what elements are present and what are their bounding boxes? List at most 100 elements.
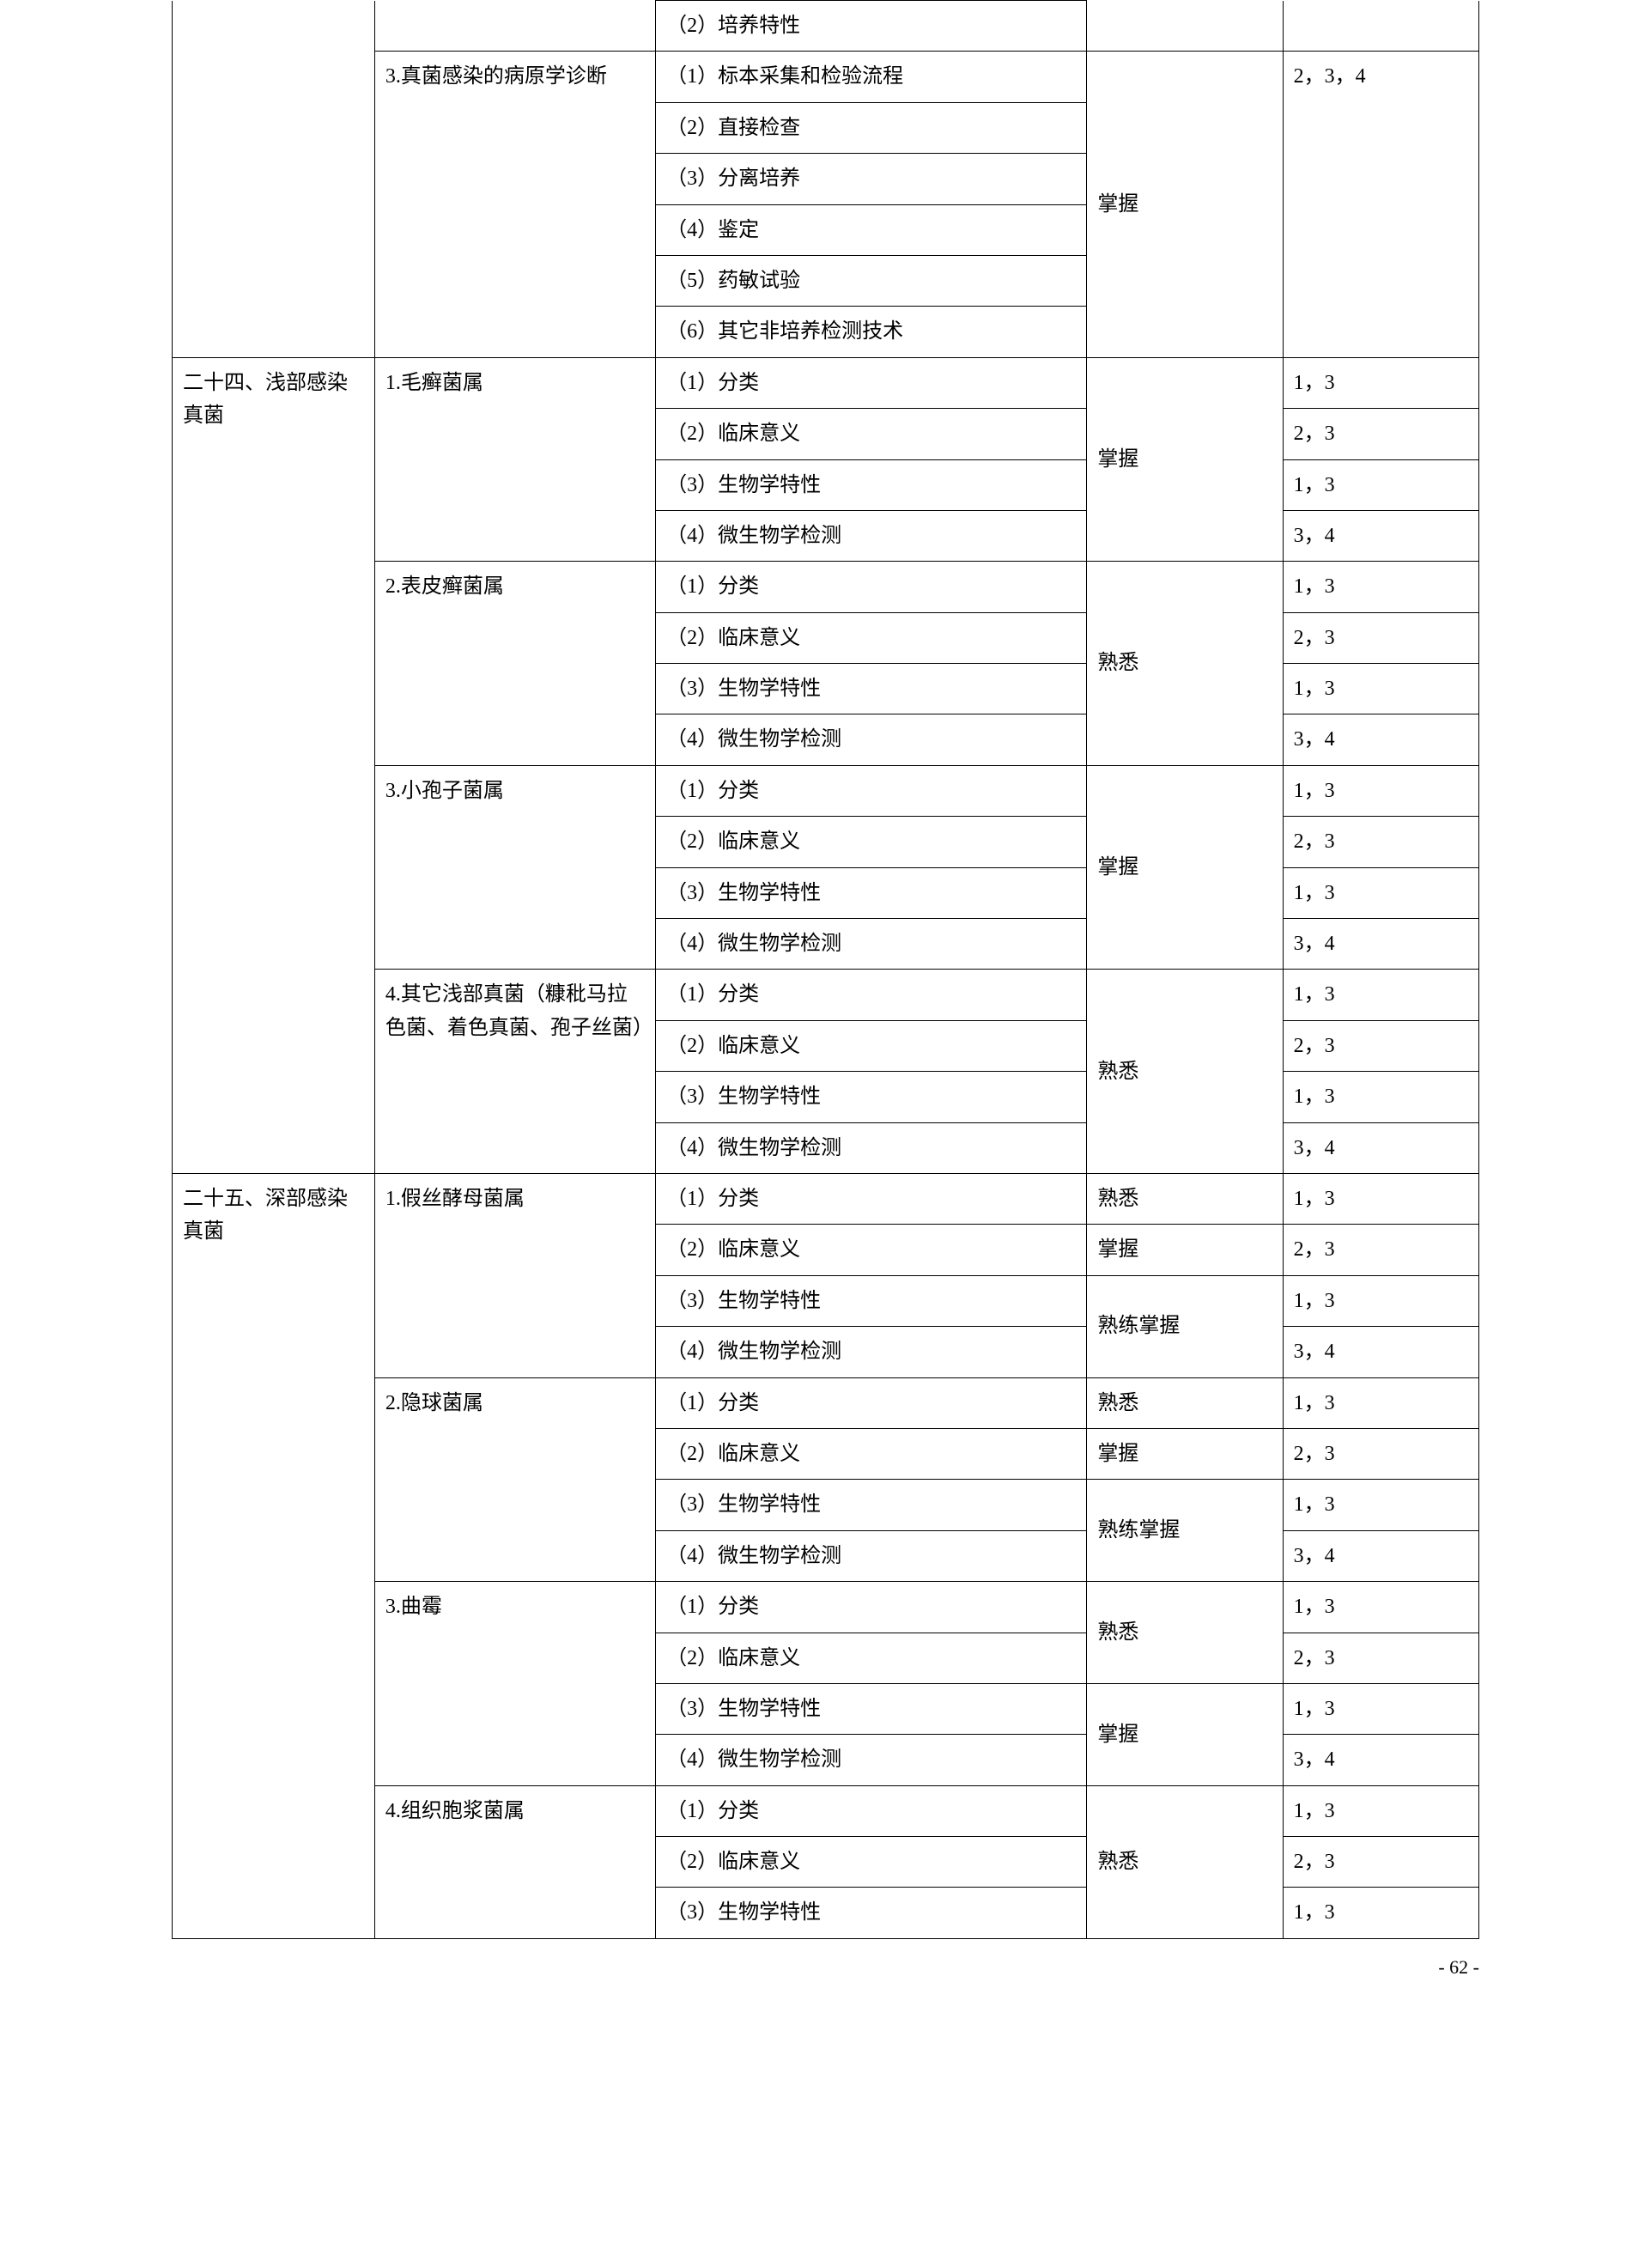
table-cell-c4: 掌握 <box>1087 1225 1283 1275</box>
table-cell-c3: （4）微生物学检测 <box>656 510 1087 561</box>
table-cell-c5: 2，3 <box>1283 817 1478 867</box>
table-cell-c5: 2，3 <box>1283 1428 1478 1479</box>
table-cell-c2: 3.小孢子菌属 <box>374 765 655 970</box>
table-row: （2）培养特性 <box>173 1 1479 52</box>
table-cell-c1 <box>173 1 375 358</box>
table-cell-c5: 3，4 <box>1283 1327 1478 1377</box>
table-row: 二十四、浅部感染真菌1.毛癣菌属（1）分类掌握1，3 <box>173 357 1479 408</box>
table-cell-c3: （2）临床意义 <box>656 1225 1087 1275</box>
table-cell-c5 <box>1283 1 1478 52</box>
table-cell-c1: 二十四、浅部感染真菌 <box>173 357 375 1173</box>
table-cell-c3: （2）培养特性 <box>656 1 1087 52</box>
table-cell-c2: 2.表皮癣菌属 <box>374 562 655 766</box>
table-cell-c3: （1）分类 <box>656 562 1087 612</box>
table-cell-c3: （3）生物学特性 <box>656 1275 1087 1326</box>
table-cell-c3: （1）标本采集和检验流程 <box>656 52 1087 102</box>
table-cell-c4: 熟悉 <box>1087 1173 1283 1224</box>
table-cell-c4: 熟悉 <box>1087 1377 1283 1428</box>
table-cell-c3: （2）直接检查 <box>656 102 1087 153</box>
table-cell-c4: 熟悉 <box>1087 1785 1283 1938</box>
table-row: 二十五、深部感染真菌1.假丝酵母菌属（1）分类熟悉1，3 <box>173 1173 1479 1224</box>
table-cell-c5: 1，3 <box>1283 970 1478 1020</box>
table-cell-c3: （3）生物学特性 <box>656 1683 1087 1734</box>
table-cell-c3: （1）分类 <box>656 1377 1087 1428</box>
table-cell-c3: （1）分类 <box>656 1173 1087 1224</box>
table-cell-c5: 1，3 <box>1283 765 1478 816</box>
table-cell-c3: （3）生物学特性 <box>656 1480 1087 1530</box>
table-cell-c2: 3.曲霉 <box>374 1582 655 1786</box>
table-cell-c5: 1，3 <box>1283 459 1478 510</box>
table-cell-c3: （4）微生物学检测 <box>656 1530 1087 1581</box>
table-cell-c4: 掌握 <box>1087 52 1283 357</box>
table-cell-c4: 掌握 <box>1087 1683 1283 1785</box>
table-cell-c2: 1.假丝酵母菌属 <box>374 1173 655 1377</box>
table-cell-c3: （1）分类 <box>656 1582 1087 1633</box>
table-cell-c5: 1，3 <box>1283 357 1478 408</box>
table-cell-c2: 3.真菌感染的病原学诊断 <box>374 52 655 357</box>
table-cell-c5: 3，4 <box>1283 919 1478 970</box>
table-cell-c3: （2）临床意义 <box>656 817 1087 867</box>
table-cell-c5: 1，3 <box>1283 1173 1478 1224</box>
table-cell-c3: （3）生物学特性 <box>656 867 1087 918</box>
table-cell-c4 <box>1087 1 1283 52</box>
table-cell-c4: 熟练掌握 <box>1087 1480 1283 1582</box>
table-cell-c5: 1，3 <box>1283 1785 1478 1836</box>
table-cell-c5: 2，3 <box>1283 1225 1478 1275</box>
table-cell-c3: （4）微生物学检测 <box>656 1735 1087 1785</box>
table-cell-c2: 4.其它浅部真菌（糠秕马拉色菌、着色真菌、孢子丝菌） <box>374 970 655 1174</box>
table-cell-c5: 2，3 <box>1283 1837 1478 1888</box>
table-cell-c3: （4）微生物学检测 <box>656 919 1087 970</box>
table-cell-c4: 熟悉 <box>1087 970 1283 1174</box>
table-cell-c2: 4.组织胞浆菌属 <box>374 1785 655 1938</box>
table-cell-c5: 1，3 <box>1283 1582 1478 1633</box>
table-cell-c5: 2，3，4 <box>1283 52 1478 357</box>
table-cell-c1: 二十五、深部感染真菌 <box>173 1173 375 1938</box>
table-cell-c3: （1）分类 <box>656 1785 1087 1836</box>
syllabus-table: （2）培养特性3.真菌感染的病原学诊断（1）标本采集和检验流程掌握2，3，4（2… <box>172 0 1479 1939</box>
table-cell-c5: 3，4 <box>1283 1122 1478 1173</box>
table-cell-c3: （4）微生物学检测 <box>656 1122 1087 1173</box>
table-cell-c5: 1，3 <box>1283 664 1478 714</box>
table-cell-c2: 1.毛癣菌属 <box>374 357 655 562</box>
table-cell-c5: 2，3 <box>1283 612 1478 663</box>
table-cell-c4: 掌握 <box>1087 357 1283 562</box>
table-cell-c5: 3，4 <box>1283 714 1478 765</box>
table-cell-c4: 掌握 <box>1087 1428 1283 1479</box>
table-cell-c3: （3）分离培养 <box>656 154 1087 204</box>
table-cell-c5: 1，3 <box>1283 562 1478 612</box>
table-cell-c3: （2）临床意义 <box>656 1633 1087 1683</box>
table-cell-c5: 3，4 <box>1283 510 1478 561</box>
table-cell-c3: （2）临床意义 <box>656 1837 1087 1888</box>
table-cell-c3: （2）临床意义 <box>656 409 1087 459</box>
table-cell-c5: 3，4 <box>1283 1530 1478 1581</box>
table-cell-c5: 3，4 <box>1283 1735 1478 1785</box>
table-cell-c3: （3）生物学特性 <box>656 459 1087 510</box>
page-number: - 62 - <box>172 1939 1479 1979</box>
document-page: （2）培养特性3.真菌感染的病原学诊断（1）标本采集和检验流程掌握2，3，4（2… <box>0 0 1651 2030</box>
table-cell-c3: （4）鉴定 <box>656 204 1087 255</box>
table-cell-c5: 1，3 <box>1283 1888 1478 1938</box>
table-cell-c2: 2.隐球菌属 <box>374 1377 655 1582</box>
table-cell-c5: 1，3 <box>1283 1072 1478 1122</box>
table-cell-c3: （1）分类 <box>656 765 1087 816</box>
table-cell-c3: （3）生物学特性 <box>656 1072 1087 1122</box>
table-cell-c3: （3）生物学特性 <box>656 664 1087 714</box>
table-cell-c3: （1）分类 <box>656 357 1087 408</box>
table-cell-c5: 1，3 <box>1283 867 1478 918</box>
table-cell-c5: 1，3 <box>1283 1377 1478 1428</box>
table-cell-c3: （3）生物学特性 <box>656 1888 1087 1938</box>
table-cell-c5: 1，3 <box>1283 1683 1478 1734</box>
table-body: （2）培养特性3.真菌感染的病原学诊断（1）标本采集和检验流程掌握2，3，4（2… <box>173 1 1479 1939</box>
table-cell-c4: 熟悉 <box>1087 1582 1283 1684</box>
table-cell-c5: 2，3 <box>1283 1633 1478 1683</box>
table-cell-c4: 熟练掌握 <box>1087 1275 1283 1377</box>
table-cell-c3: （5）药敏试验 <box>656 255 1087 306</box>
table-cell-c5: 1，3 <box>1283 1480 1478 1530</box>
table-cell-c3: （1）分类 <box>656 970 1087 1020</box>
table-cell-c3: （4）微生物学检测 <box>656 714 1087 765</box>
table-cell-c3: （2）临床意义 <box>656 1020 1087 1071</box>
table-cell-c5: 1，3 <box>1283 1275 1478 1326</box>
table-cell-c5: 2，3 <box>1283 409 1478 459</box>
table-cell-c4: 熟悉 <box>1087 562 1283 766</box>
table-cell-c3: （2）临床意义 <box>656 1428 1087 1479</box>
